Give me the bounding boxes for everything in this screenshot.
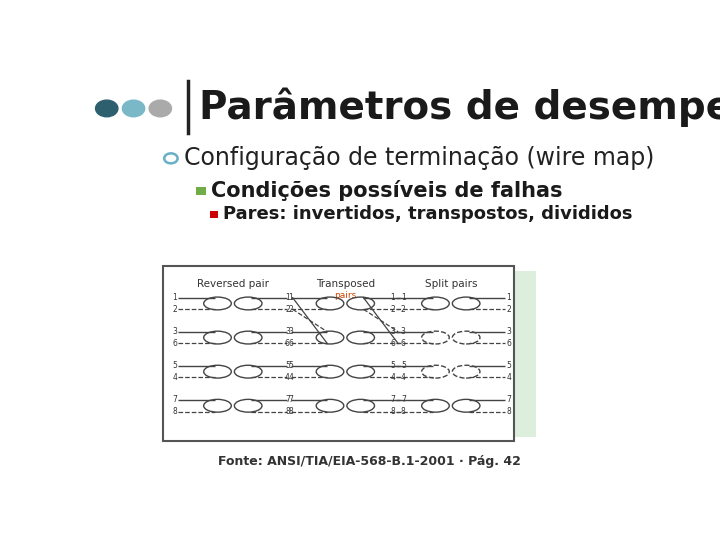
Text: 4: 4 [285, 373, 290, 382]
Text: 6: 6 [289, 339, 293, 348]
Circle shape [122, 100, 145, 117]
Circle shape [96, 100, 118, 117]
Text: 6: 6 [401, 339, 406, 348]
Text: 8: 8 [173, 407, 177, 416]
Bar [196, 187, 206, 194]
FancyBboxPatch shape [163, 266, 514, 441]
Text: 5: 5 [285, 361, 290, 370]
Text: 8: 8 [390, 407, 395, 416]
Text: 5: 5 [506, 361, 511, 370]
Text: 8: 8 [285, 407, 290, 416]
Text: Reversed pair: Reversed pair [197, 279, 269, 289]
Text: Transposed: Transposed [316, 279, 375, 289]
Text: 3: 3 [401, 327, 406, 336]
Text: 8: 8 [289, 407, 293, 416]
FancyBboxPatch shape [503, 271, 536, 437]
Text: 4: 4 [401, 373, 406, 382]
Text: Parâmetros de desempenho: Parâmetros de desempenho [199, 88, 720, 127]
Text: 3: 3 [506, 327, 511, 336]
Text: 1: 1 [390, 293, 395, 302]
Text: 1: 1 [173, 293, 177, 302]
Text: 1: 1 [285, 293, 290, 302]
Text: 2: 2 [285, 305, 290, 314]
Text: 1: 1 [401, 293, 405, 302]
Text: 3: 3 [289, 327, 293, 336]
Text: 3: 3 [285, 327, 290, 336]
Text: 7: 7 [390, 395, 395, 404]
Text: 5: 5 [173, 361, 177, 370]
Text: 4: 4 [390, 373, 395, 382]
Text: 7: 7 [285, 395, 290, 404]
Text: 2: 2 [289, 305, 293, 314]
Text: 1: 1 [506, 293, 511, 302]
Text: 2: 2 [390, 305, 395, 314]
Text: 6: 6 [390, 339, 395, 348]
Text: 2: 2 [173, 305, 177, 314]
Text: 8: 8 [506, 407, 511, 416]
Text: Condições possíveis de falhas: Condições possíveis de falhas [210, 180, 562, 201]
Text: Configuração de terminação (wire map): Configuração de terminação (wire map) [184, 146, 654, 170]
Text: 6: 6 [285, 339, 290, 348]
Text: Pares: invertidos, transpostos, divididos: Pares: invertidos, transpostos, dividido… [222, 206, 632, 224]
Text: 7: 7 [506, 395, 511, 404]
Text: Split pairs: Split pairs [425, 279, 477, 289]
Text: 4: 4 [289, 373, 293, 382]
Text: 4: 4 [173, 373, 177, 382]
Text: 7: 7 [289, 395, 293, 404]
Text: Fonte: ANSI/TIA/EIA-568-B.1-2001 · Pág. 42: Fonte: ANSI/TIA/EIA-568-B.1-2001 · Pág. … [217, 455, 521, 468]
Text: 8: 8 [401, 407, 405, 416]
Text: pairs: pairs [334, 291, 356, 300]
Circle shape [149, 100, 171, 117]
Text: 2: 2 [506, 305, 511, 314]
Text: 4: 4 [506, 373, 511, 382]
Text: 7: 7 [173, 395, 177, 404]
Text: 5: 5 [390, 361, 395, 370]
Text: 1: 1 [289, 293, 293, 302]
Text: 5: 5 [289, 361, 293, 370]
Text: 3: 3 [173, 327, 177, 336]
Text: 6: 6 [506, 339, 511, 348]
Text: 7: 7 [401, 395, 406, 404]
Text: 5: 5 [401, 361, 406, 370]
Text: 3: 3 [390, 327, 395, 336]
Text: 6: 6 [173, 339, 177, 348]
Text: 2: 2 [401, 305, 405, 314]
Bar [210, 211, 218, 218]
